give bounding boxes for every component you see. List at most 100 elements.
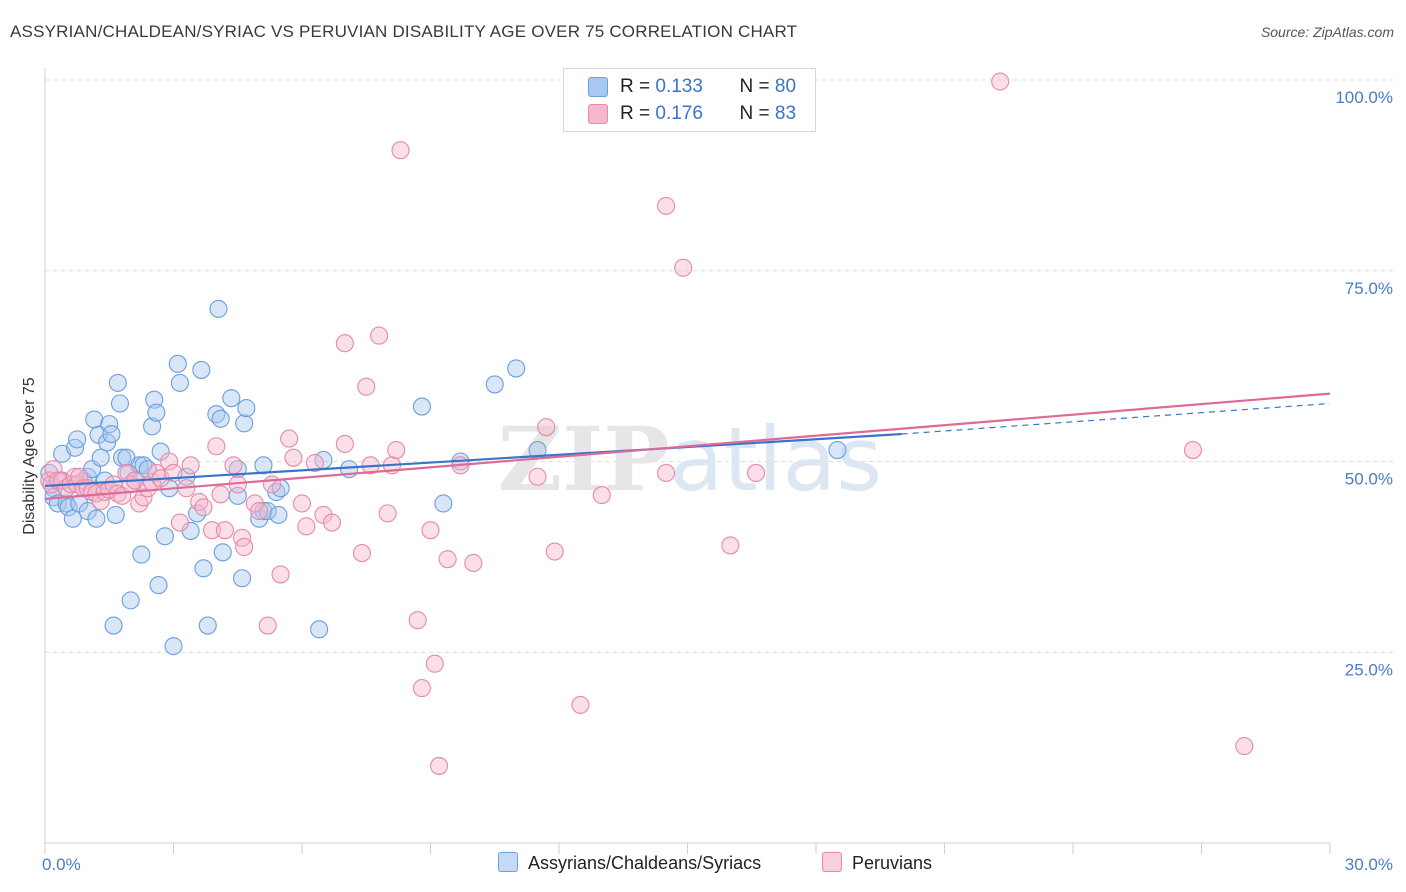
data-point [387, 441, 406, 460]
data-point [269, 505, 288, 524]
data-point [213, 543, 232, 562]
legend-r-label: R = [620, 76, 651, 97]
data-point [59, 498, 78, 517]
data-point [284, 448, 303, 467]
data-point [155, 527, 174, 546]
data-point [203, 521, 222, 540]
data-point [170, 513, 189, 532]
data-point [412, 397, 431, 416]
data-point [352, 544, 372, 563]
data-point [464, 553, 483, 573]
data-point [571, 695, 590, 714]
data-point [237, 399, 256, 418]
data-point [98, 433, 117, 452]
y-tick-label: 50.0% [1345, 470, 1393, 489]
data-point [391, 141, 410, 160]
data-point [657, 196, 676, 215]
data-point [164, 637, 183, 656]
x-tick-labels: 0.0% 30.0% [42, 855, 1393, 874]
data-point [168, 354, 187, 373]
data-point [434, 494, 453, 513]
data-point [181, 456, 200, 475]
data-point [280, 429, 299, 448]
x-tick-label: 0.0% [42, 855, 81, 874]
data-point [211, 485, 230, 504]
data-point [297, 517, 316, 536]
data-point [222, 389, 241, 408]
data-point [106, 505, 125, 524]
data-point [134, 488, 153, 507]
data-point [194, 498, 213, 517]
data-point [438, 550, 457, 569]
legend-n-value: 80 [774, 76, 797, 97]
data-point [63, 509, 82, 528]
gridlines [45, 79, 1395, 653]
data-point [110, 394, 130, 413]
data-point [149, 576, 168, 595]
data-point [1235, 737, 1254, 756]
trend-line [44, 392, 1331, 500]
data-point [68, 430, 87, 449]
data-point [104, 616, 123, 635]
watermark-atlas: atlas [669, 408, 882, 511]
data-point [378, 504, 397, 523]
data-point [425, 654, 444, 673]
trend-line-extension [901, 402, 1331, 435]
data-point [991, 72, 1010, 91]
legend-swatch-peruvians [822, 852, 842, 872]
y-tick-label: 100.0% [1335, 88, 1393, 107]
scatter-points [40, 70, 1254, 775]
data-point [194, 559, 213, 578]
legend-item-peruvians[interactable]: Peruvians [822, 852, 932, 874]
data-point [335, 334, 354, 353]
data-point [87, 509, 106, 528]
trend-lines [44, 392, 1331, 500]
data-point [1183, 441, 1202, 460]
data-point [412, 679, 431, 698]
data-point [335, 434, 354, 454]
data-point [592, 486, 611, 505]
data-point [108, 373, 127, 392]
legend-n-label: N = [739, 103, 770, 124]
data-point [250, 502, 269, 521]
data-point [430, 756, 449, 775]
data-point [91, 448, 110, 467]
data-point [537, 418, 556, 437]
axes [44, 68, 1331, 854]
x-tick-label: 30.0% [1345, 855, 1393, 874]
data-point [85, 410, 104, 429]
data-point [408, 611, 427, 630]
data-point [235, 414, 254, 433]
data-point [207, 437, 226, 456]
y-tick-label: 75.0% [1345, 279, 1393, 298]
legend-item-assyrians[interactable]: Assyrians/Chaldeans/Syriacs [498, 852, 761, 874]
data-point [170, 373, 189, 392]
data-point [507, 359, 526, 378]
legend-label-assyrians: Assyrians/Chaldeans/Syriacs [528, 853, 762, 873]
data-point [357, 377, 376, 396]
data-point [292, 494, 312, 513]
legend-swatch-assyrians [498, 852, 518, 872]
y-tick-label: 25.0% [1345, 660, 1393, 679]
data-point [674, 258, 693, 277]
data-point [147, 403, 166, 422]
data-point [192, 360, 211, 379]
data-point [305, 453, 324, 473]
watermark: ZIPatlas [498, 407, 882, 511]
data-point [254, 456, 273, 475]
data-point [209, 299, 228, 318]
data-point [421, 521, 440, 540]
legend-r-label: R = [620, 103, 651, 124]
data-point [232, 569, 252, 588]
trend-line [44, 432, 902, 488]
legend-n-value: 83 [774, 103, 797, 124]
data-point [370, 326, 389, 345]
legend-swatch-assyrians [588, 77, 608, 97]
data-point [746, 463, 766, 482]
legend-r-value: 0.133 [655, 76, 703, 97]
data-point [657, 463, 676, 482]
data-point [224, 456, 243, 475]
data-point [132, 545, 151, 564]
data-point [828, 441, 847, 460]
stats-legend: R = 0.133 N = 80 R = 0.176 N = 83 [563, 68, 816, 132]
